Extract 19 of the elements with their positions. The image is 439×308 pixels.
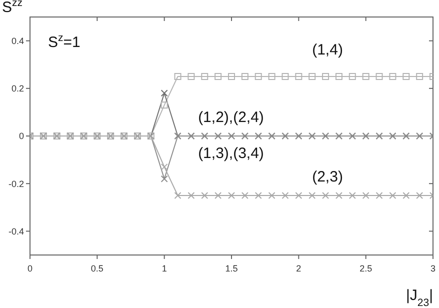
series-label: (2,3) xyxy=(312,168,343,186)
y-tick-label: 0.2 xyxy=(11,84,24,94)
x-tick-label: 2.5 xyxy=(360,263,372,274)
y-tick-label: 0.4 xyxy=(11,36,24,46)
x-tick-label: 0 xyxy=(27,263,33,274)
series-label: (1,3),(3,4) xyxy=(198,145,264,162)
series-label: (1,2),(2,4) xyxy=(198,109,264,126)
series-label: (1,4) xyxy=(312,42,343,58)
x-tick-label: 1.5 xyxy=(225,263,238,274)
y-tick-label: 0 xyxy=(18,131,24,142)
y-axis-title: S$^{zz}$ xyxy=(2,0,23,16)
x-tick-label: 2 xyxy=(296,263,302,274)
x-tick-label: 1 xyxy=(162,263,167,274)
y-tick-label: -0.4 xyxy=(8,226,24,236)
x-tick-label: 3 xyxy=(430,263,436,274)
y-tick-label: -0.2 xyxy=(8,178,24,189)
x-tick-label: 0.5 xyxy=(90,263,104,274)
annotation: S$^{z}$=1 xyxy=(48,32,80,51)
x-axis-title: |J$_{23}$| xyxy=(406,287,433,308)
